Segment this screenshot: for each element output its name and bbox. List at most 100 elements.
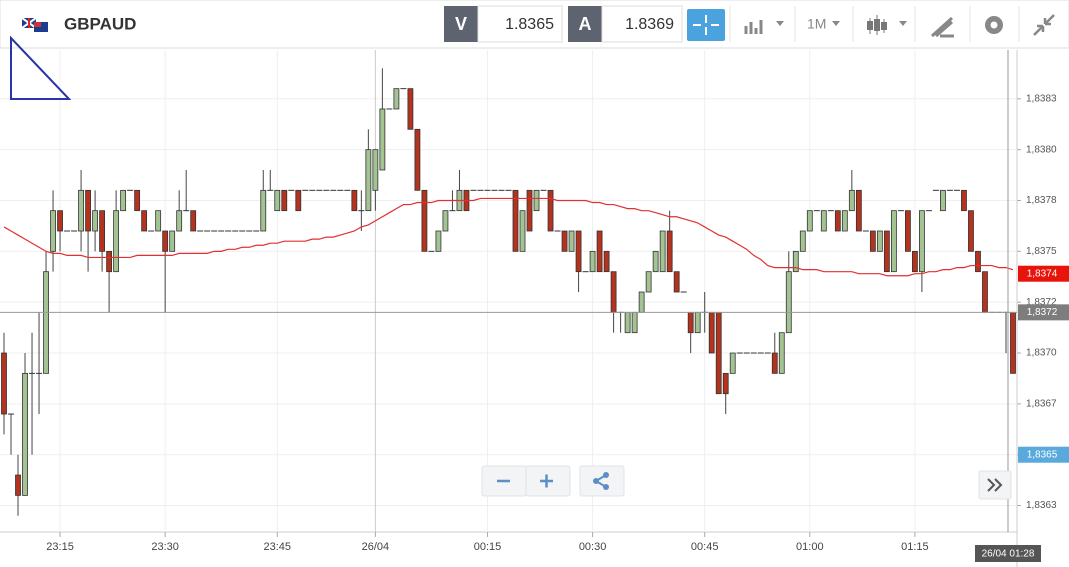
- candle-down: [722, 372, 729, 395]
- candle-down: [57, 210, 63, 232]
- candle-down: [512, 189, 519, 252]
- price-marker: [1018, 446, 1069, 463]
- candle-up: [631, 311, 638, 334]
- price-marker: [1018, 304, 1069, 321]
- candle-down: [596, 230, 603, 273]
- candle-down: [883, 230, 890, 273]
- cursor-time-box: [975, 545, 1041, 562]
- overlay: 1,8374 1,8372 1,8365 26/04 01:28: [975, 265, 1069, 562]
- share-button[interactable]: [579, 465, 625, 497]
- candle-down: [687, 311, 694, 334]
- chart-type-icon[interactable]: [874, 19, 880, 31]
- candle-down: [904, 210, 911, 252]
- draw-tool-icon[interactable]: [930, 16, 954, 38]
- candle-down: [834, 210, 841, 232]
- zoom-controls: [481, 465, 1012, 500]
- y-tick-label: 1,8363: [1026, 500, 1057, 511]
- candle-down: [715, 311, 722, 395]
- collapse-icon[interactable]: [1033, 14, 1055, 36]
- candle-up: [435, 230, 442, 252]
- x-tick-label: 23:15: [46, 541, 74, 553]
- bid-box[interactable]: [477, 5, 563, 43]
- candle-down: [351, 189, 358, 212]
- candle-up: [365, 149, 372, 212]
- candle-down: [975, 250, 981, 273]
- candle-up: [799, 230, 806, 252]
- candle-up: [919, 210, 925, 273]
- indicators-icon[interactable]: [744, 20, 763, 34]
- candle-up: [22, 372, 28, 496]
- share-icon: [603, 472, 609, 478]
- candle-up: [442, 210, 449, 232]
- candle-up: [876, 230, 883, 252]
- candle-up: [778, 332, 785, 374]
- x-tick-label: 01:00: [796, 541, 824, 553]
- candle-up: [624, 311, 631, 334]
- timeframe[interactable]: 1M: [807, 16, 826, 32]
- candle-down: [869, 230, 876, 252]
- candle-down: [99, 210, 105, 252]
- candle-down: [295, 189, 302, 212]
- candle-down: [968, 210, 974, 252]
- y-tick-label: 1,8380: [1026, 144, 1057, 155]
- candle-up: [50, 210, 56, 252]
- chart-type-icon[interactable]: [881, 22, 887, 30]
- candle-down: [134, 189, 141, 212]
- candle-down: [708, 311, 715, 354]
- y-tick-label: 1,8383: [1026, 93, 1057, 104]
- flag-au-corner: [34, 22, 41, 27]
- bid-tag: [444, 6, 478, 42]
- y-tick-label: 1,8367: [1026, 399, 1057, 410]
- plot-area: 1,8363 1,8365 1,8367 1,8370 1,8372 1,8375 1,83…: [0, 50, 1057, 567]
- candle-down: [666, 230, 673, 273]
- candle-down: [1, 352, 7, 415]
- price-marker: [1018, 265, 1069, 282]
- candle-down: [85, 189, 91, 232]
- candle-up: [792, 250, 799, 273]
- candle-down: [15, 474, 21, 496]
- dropdown-arrow: [832, 21, 840, 26]
- chart-type-icon[interactable]: [867, 21, 873, 30]
- price-marker-label: 1,8374: [1027, 268, 1058, 279]
- x-tick-label: 01:15: [901, 541, 929, 553]
- toolbar: GBPAUD V 1.8365 A 1.8369 1M: [0, 0, 1069, 49]
- candle-down: [547, 189, 554, 232]
- candle-up: [589, 250, 596, 273]
- candle-up: [533, 189, 540, 212]
- crosshair-button[interactable]: [687, 9, 725, 41]
- dropdown-arrow: [776, 21, 784, 26]
- x-tick-label: 23:45: [264, 541, 292, 553]
- double-arrow-icon: [987, 478, 1003, 492]
- y-tick-label: 1,8378: [1026, 195, 1057, 206]
- candle-down: [912, 250, 918, 273]
- candle-down: [961, 189, 967, 212]
- candle-down: [162, 230, 169, 252]
- candle-up: [820, 210, 827, 232]
- candle-up: [43, 271, 49, 374]
- bid-label: V: [455, 14, 467, 34]
- ask-price: 1.8369: [625, 16, 674, 33]
- x-tick-label: 00:30: [579, 541, 607, 553]
- candle-down: [603, 250, 610, 273]
- candle-up: [890, 210, 897, 273]
- candle-up: [519, 210, 526, 252]
- candle-down: [771, 352, 778, 374]
- candle-up: [260, 189, 267, 232]
- settings-icon-hole: [990, 21, 998, 29]
- share-icon: [593, 478, 599, 484]
- plus-icon: [540, 474, 553, 488]
- candle-down: [673, 271, 680, 293]
- candle-up: [169, 230, 176, 252]
- price-marker-label: 1,8372: [1027, 307, 1058, 318]
- ask-box[interactable]: [601, 5, 683, 43]
- y-tick-label: 1,8370: [1026, 348, 1057, 359]
- candle-down: [407, 88, 414, 130]
- candle-down: [1010, 311, 1016, 374]
- candle-up: [806, 210, 813, 232]
- candle-up: [176, 210, 183, 232]
- candle-down: [414, 128, 421, 191]
- candle-up: [645, 271, 652, 293]
- candle-down: [526, 189, 533, 232]
- drawn-triangle[interactable]: [10, 35, 72, 100]
